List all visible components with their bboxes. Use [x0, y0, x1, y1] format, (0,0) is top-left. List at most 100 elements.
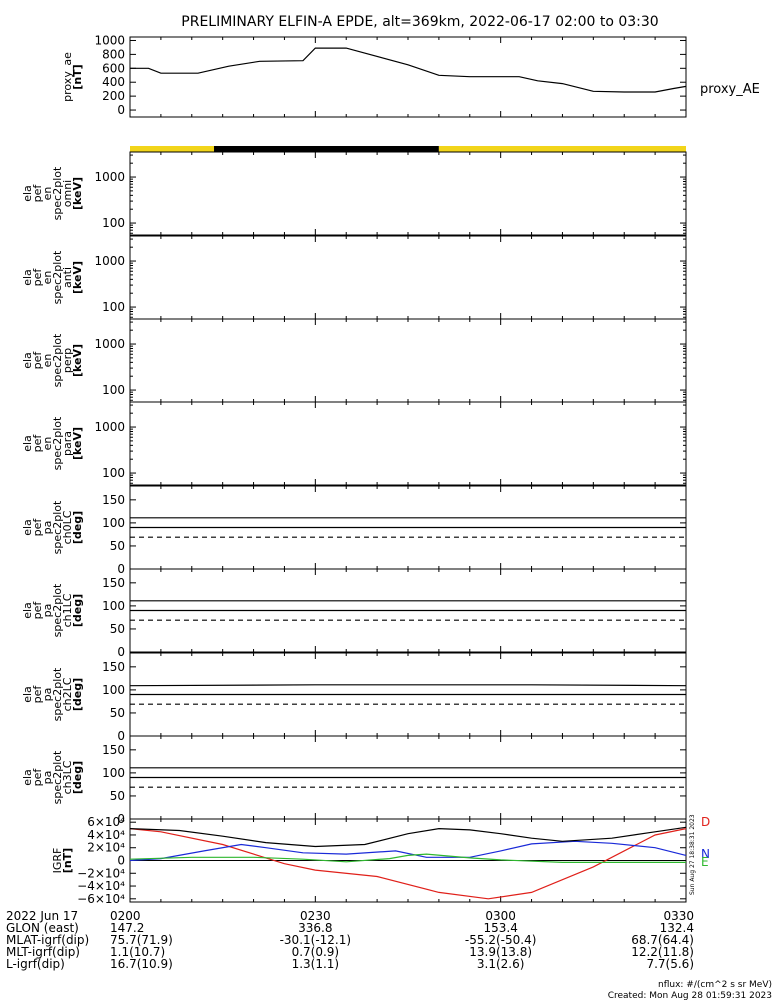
panel-6-ylabel-line: ela: [21, 519, 34, 536]
panel-3-ytick-label: 100: [102, 300, 125, 314]
footer-row-value: 0300: [485, 909, 516, 923]
created-timestamp: Created: Mon Aug 28 01:59:31 2023: [608, 991, 772, 1000]
igrf-legend-n: N: [701, 847, 710, 861]
panel-4-ytick-label: 1000: [94, 337, 125, 351]
plot-title: PRELIMINARY ELFIN-A EPDE, alt=369km, 202…: [181, 14, 658, 30]
panel-8-ytick-label: 150: [102, 660, 125, 674]
panel-2-frame: [129, 151, 687, 236]
panel-0-ylabel: proxy_ae[nT]: [61, 52, 84, 102]
footer-row-label: GLON (east): [6, 921, 79, 935]
igrf-legend-d: D: [701, 815, 710, 829]
footer-row-value: 68.7(64.4): [631, 933, 694, 947]
panel-7-ylabel-line: ela: [21, 602, 34, 619]
footer-row-value: 0330: [663, 909, 694, 923]
panel-0-ylabel-line: proxy_ae: [61, 52, 74, 102]
panel-10-ytick-label: −2×10⁴: [77, 866, 125, 880]
panel-4-ylabel-line: perp: [61, 348, 74, 373]
footer-row-value: 1.1(10.7): [110, 945, 165, 959]
panel-7-ytick-label: 0: [117, 645, 125, 659]
footer-row-value: 0230: [300, 909, 331, 923]
panel-6-ylabel-line: ch0LC: [61, 510, 74, 544]
panel-7-ylabel-line: pef: [31, 601, 44, 620]
panel-9-ylabel-line: [deg]: [71, 761, 84, 794]
footer-row-value: 0200: [110, 909, 141, 923]
panel-9-ylabel-line: spec2plot: [51, 750, 64, 804]
panel-5-frame: [129, 401, 687, 486]
panel-3-ytick-label: 1000: [94, 254, 125, 268]
footer-row-value: -55.2(-50.4): [465, 933, 536, 947]
footer-row-value: 0.7(0.9): [292, 945, 340, 959]
panel-10-ylabel: IGRF[nT]: [51, 848, 74, 874]
panel-0-ylabel-line: [nT]: [71, 64, 84, 89]
panel-8-ytick-label: 0: [117, 729, 125, 743]
footer-row-value: 7.7(5.6): [646, 957, 694, 971]
panel-8-ylabel-line: spec2plot: [51, 667, 64, 721]
igrf-series-e-line: [129, 853, 686, 864]
igrf-series-d-line: [129, 828, 687, 900]
footer-ephemeris: 2022 Jun 17 0200 0230 0300 0330 GLON (east) 14…: [6, 814, 772, 1000]
panel-0-ytick-label: 1000: [94, 33, 125, 47]
panel-2-ylabel-line: en: [41, 187, 54, 201]
panel-0-ytick-label: 800: [102, 47, 125, 61]
panel-8-ylabel-line: pa: [41, 688, 54, 702]
panel-6-ylabel-line: pa: [41, 521, 54, 535]
panel-2-ylabel-line: spec2plot: [51, 166, 64, 220]
igrf-series-n-line: [129, 840, 687, 862]
panel-5-ylabel-line: ela: [21, 435, 34, 452]
day-night-segment-day: [438, 146, 686, 152]
footer-row-value: 1.3(1.1): [292, 957, 340, 971]
panel-7-ylabel-line: pa: [41, 604, 54, 618]
panel-10-ytick-label: 2×10⁴: [87, 841, 125, 855]
panel-10-ytick-label: 0: [117, 854, 125, 868]
panel-9-ylabel-line: ela: [21, 769, 34, 786]
panel-9-ylabel-line: pef: [31, 768, 44, 787]
panel-7-ytick-label: 100: [102, 599, 125, 613]
day-night-segment-night: [214, 146, 439, 152]
footer-row-label: MLAT-igrf(dip): [6, 933, 89, 947]
panel-10-ytick-label: 4×10⁴: [87, 828, 125, 842]
side-timestamp: Sun Aug 27 18:38:31 2023: [689, 814, 696, 895]
footer-row-value: 12.2(11.8): [631, 945, 694, 959]
panel-7-ylabel-line: [deg]: [71, 594, 84, 627]
panel-9-ytick-label: 100: [102, 766, 125, 780]
day-night-segment-day: [130, 146, 215, 152]
footer-row-value: 3.1(2.6): [477, 957, 525, 971]
panel-6-ytick-label: 50: [110, 539, 125, 553]
panel-0-ytick-label: 200: [102, 89, 125, 103]
panel-3-ylabel-line: ela: [21, 269, 34, 286]
panel-9-ytick-label: 50: [110, 789, 125, 803]
panel-10-ylabel-line: [nT]: [61, 848, 74, 873]
panel-10-ylabel-line: IGRF: [51, 848, 64, 874]
panel-4-ylabel-line: [keV]: [71, 344, 84, 377]
panel-5-ytick-label: 100: [102, 466, 125, 480]
igrf-legend-e: E: [701, 855, 709, 869]
panel-2-ylabel-line: omni: [61, 180, 74, 207]
panel-7-ylabel-line: ch1LC: [61, 593, 74, 627]
nflux-units-note: nflux: #/(cm^2 s sr MeV): [658, 980, 772, 990]
footer-row-value: 336.8: [298, 921, 332, 935]
panel-6-ytick-label: 0: [117, 562, 125, 576]
panel-8-ytick-label: 50: [110, 706, 125, 720]
panel-0-ytick-label: 400: [102, 75, 125, 89]
panel-9-ytick-label: 150: [102, 743, 125, 757]
panel-3-frame: [129, 235, 687, 320]
footer-row-value: 132.4: [660, 921, 694, 935]
igrf-series-f-line: [129, 826, 687, 848]
panel-2-ytick-label: 100: [102, 216, 125, 230]
panel-6-ytick-label: 100: [102, 516, 125, 530]
footer-row-value: 75.7(71.9): [110, 933, 173, 947]
panel-3-ylabel-line: pef: [31, 268, 44, 287]
panel-9-ylabel-line: ch3LC: [61, 760, 74, 794]
panel-7-ylabel-line: spec2plot: [51, 583, 64, 637]
panel-10-ytick-label: −6×10⁴: [77, 892, 125, 906]
panel-5-ylabel-line: [keV]: [71, 427, 84, 460]
panel-4-ytick-label: 100: [102, 383, 125, 397]
proxy-ae-series-line: [130, 47, 687, 93]
panel-0-ytick-label: 0: [117, 103, 125, 117]
